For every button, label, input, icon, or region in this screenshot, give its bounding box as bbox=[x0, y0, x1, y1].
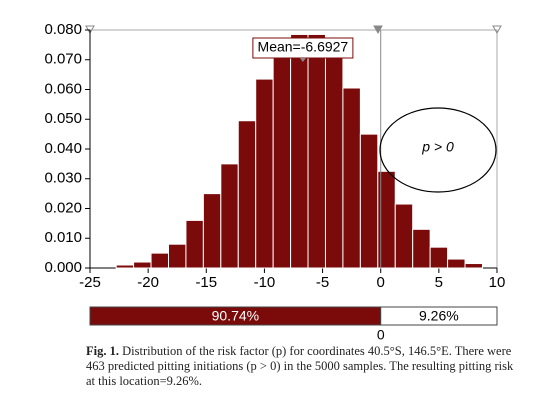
x-tick-label: 0 bbox=[377, 274, 385, 291]
bar bbox=[464, 263, 483, 269]
y-tick-label: 0.070 bbox=[44, 51, 82, 68]
bar bbox=[150, 252, 169, 269]
split-right bbox=[380, 306, 498, 326]
x-tick-label: 10 bbox=[489, 274, 506, 291]
x-tick-label: -25 bbox=[79, 274, 101, 291]
bar bbox=[394, 203, 414, 269]
region-label: p > 0 bbox=[421, 139, 454, 155]
bar bbox=[447, 258, 466, 269]
bar bbox=[133, 261, 152, 269]
x-tick-label: -5 bbox=[316, 274, 329, 291]
x-tick-label: -15 bbox=[195, 274, 217, 291]
bar bbox=[167, 243, 187, 269]
bar bbox=[185, 219, 204, 269]
bar bbox=[412, 228, 431, 269]
marker bbox=[373, 25, 383, 35]
y-tick-label: 0.040 bbox=[44, 140, 82, 157]
marker bbox=[492, 25, 502, 35]
caption-text: Distribution of the risk factor (p) for … bbox=[86, 344, 514, 388]
x-tick-label: -20 bbox=[137, 274, 159, 291]
mean-pointer bbox=[299, 58, 306, 62]
bar bbox=[115, 264, 135, 269]
bar bbox=[237, 120, 257, 269]
chart: 0.000 0.010 0.020 0.030 0.040 0.050 0.060 0.070… bbox=[44, 21, 506, 340]
x-tick-label: -10 bbox=[254, 274, 276, 291]
region-ellipse bbox=[379, 107, 497, 193]
bar bbox=[324, 53, 344, 269]
y-tick-label: 0.030 bbox=[44, 170, 82, 187]
x-tick-label: 5 bbox=[435, 274, 443, 291]
caption: Fig. 1. Distribution of the risk factor … bbox=[86, 344, 518, 389]
split-right-label: 9.26% bbox=[419, 308, 459, 324]
caption-label: Fig. 1. bbox=[86, 344, 119, 358]
y-tick-label: 0.010 bbox=[44, 229, 82, 246]
y-tick-label: 0.060 bbox=[44, 80, 82, 97]
bar bbox=[202, 193, 222, 269]
bar bbox=[342, 87, 361, 269]
split-divider-label: 0 bbox=[377, 327, 385, 340]
y-tick-label: 0.000 bbox=[44, 259, 82, 276]
mean-label: Mean=-6.6927 bbox=[258, 39, 349, 55]
split-left-label: 90.74% bbox=[212, 308, 259, 324]
bar bbox=[359, 133, 379, 269]
bar bbox=[220, 163, 239, 269]
bar bbox=[429, 246, 449, 269]
bar bbox=[272, 53, 292, 269]
y-tick-label: 0.080 bbox=[44, 21, 82, 38]
bar bbox=[290, 33, 309, 269]
bar bbox=[255, 78, 274, 269]
y-tick-label: 0.020 bbox=[44, 199, 82, 216]
y-tick-label: 0.050 bbox=[44, 110, 82, 127]
bar bbox=[307, 33, 326, 269]
